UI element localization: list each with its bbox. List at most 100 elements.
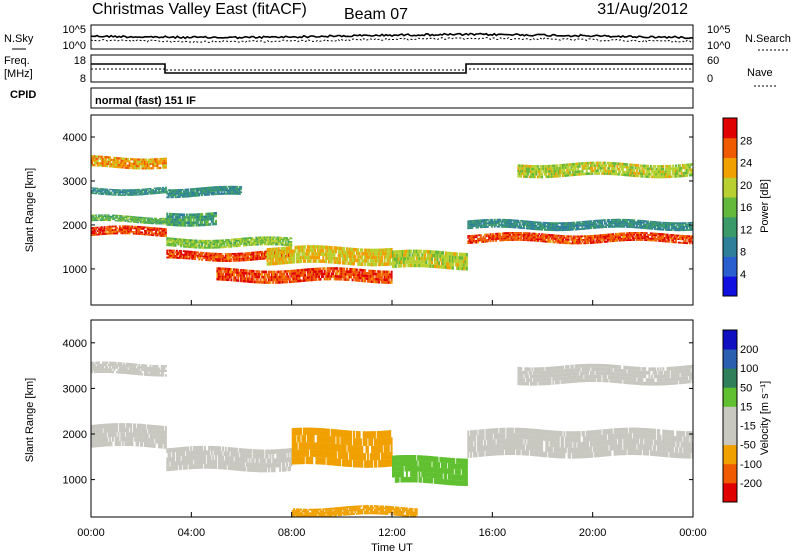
echo-cell xyxy=(233,278,236,282)
echo-cell xyxy=(497,236,500,238)
echo-cell xyxy=(672,225,675,228)
echo-cell xyxy=(407,249,410,254)
echo-cell xyxy=(134,220,137,222)
echo-cell xyxy=(146,218,149,220)
echo-cell xyxy=(103,227,106,230)
echo-cell xyxy=(118,194,121,196)
echo-cell xyxy=(191,242,194,245)
echo-cell xyxy=(249,277,252,281)
echo-cell xyxy=(298,252,301,257)
echo-cell xyxy=(298,271,301,275)
echo-cell xyxy=(100,193,103,195)
echo-cell xyxy=(201,213,204,216)
echo-cell xyxy=(564,223,567,226)
echo-cell xyxy=(145,221,148,223)
echo-cell xyxy=(104,188,107,190)
echo-cell xyxy=(184,252,187,254)
echo-cell xyxy=(531,228,534,230)
echo-cell xyxy=(216,269,219,273)
echo-cell xyxy=(252,275,255,278)
echo-cell xyxy=(145,167,148,170)
echo-cell xyxy=(210,246,213,249)
echo-cell xyxy=(425,264,428,268)
echo-cell xyxy=(602,219,605,222)
echo-cell xyxy=(240,257,243,260)
echo-cell xyxy=(272,238,275,240)
echo-cell xyxy=(556,234,559,237)
echo-cell xyxy=(141,192,144,194)
echo-cell xyxy=(174,255,177,257)
echo-cell xyxy=(191,193,194,196)
echo-cell xyxy=(283,253,286,258)
echo-cell xyxy=(199,191,202,193)
echo-cell xyxy=(160,227,163,230)
echo-cell xyxy=(166,212,169,216)
echo-cell xyxy=(162,164,165,167)
echo-cell xyxy=(442,258,445,262)
echo-cell xyxy=(202,190,205,193)
echo-cell xyxy=(419,256,422,261)
echo-cell xyxy=(521,233,524,236)
echo-cell xyxy=(244,254,247,256)
echo-cell xyxy=(305,248,308,253)
echo-cell xyxy=(327,245,330,250)
echo-cell xyxy=(224,192,227,195)
echo-cell xyxy=(371,262,374,267)
echo-cell xyxy=(130,162,132,165)
echo-cell xyxy=(481,226,484,229)
echo-cell xyxy=(118,157,121,160)
echo-cell xyxy=(254,238,256,241)
echo-cell xyxy=(192,243,195,245)
echo-cell xyxy=(588,220,591,223)
echo-cell xyxy=(610,238,613,241)
echo-cell xyxy=(504,224,507,227)
echo-cell xyxy=(141,220,144,223)
echo-cell xyxy=(153,164,156,168)
echo-cell xyxy=(577,228,580,231)
echo-cell xyxy=(268,236,270,239)
echo-cell xyxy=(142,188,145,190)
echo-cell xyxy=(300,269,302,272)
echo-cell xyxy=(242,239,245,242)
echo-cell xyxy=(226,189,229,192)
echo-cell xyxy=(334,246,337,250)
echo-cell xyxy=(524,233,527,236)
echo-cell xyxy=(640,225,642,227)
echo-cell xyxy=(368,262,371,267)
echo-cell xyxy=(219,186,222,188)
echo-cell xyxy=(229,192,231,195)
echo-cell xyxy=(210,193,213,196)
echo-cell xyxy=(159,187,162,189)
echo-cell xyxy=(588,223,591,226)
echo-cell xyxy=(546,225,549,228)
echo-cell xyxy=(177,196,180,198)
echo-cell xyxy=(276,261,279,265)
echo-cell xyxy=(212,189,215,192)
echo-cell xyxy=(194,254,197,257)
echo-cell xyxy=(417,253,420,257)
echo-cell xyxy=(210,217,213,221)
echo-cell xyxy=(536,223,539,225)
echo-cell xyxy=(457,263,460,267)
echo-cell xyxy=(111,217,114,219)
echo-cell xyxy=(656,226,659,229)
echo-cell xyxy=(330,249,333,253)
echo-cell xyxy=(178,216,181,219)
echo-cell xyxy=(603,222,606,225)
echo-cell xyxy=(308,255,311,260)
echo-cell xyxy=(571,240,574,243)
echo-cell xyxy=(592,234,595,237)
echo-cell xyxy=(358,279,361,282)
echo-cell xyxy=(259,252,262,255)
echo-cell xyxy=(276,236,279,239)
echo-cell xyxy=(635,224,638,227)
echo-cell xyxy=(100,189,103,191)
echo-cell xyxy=(667,227,670,230)
echo-cell xyxy=(266,255,269,259)
echo-cell xyxy=(234,254,237,257)
echo-cell xyxy=(626,232,629,234)
echo-cell xyxy=(152,191,155,193)
echo-cell xyxy=(585,227,588,230)
echo-cell xyxy=(202,239,205,242)
echo-cell xyxy=(138,191,141,193)
